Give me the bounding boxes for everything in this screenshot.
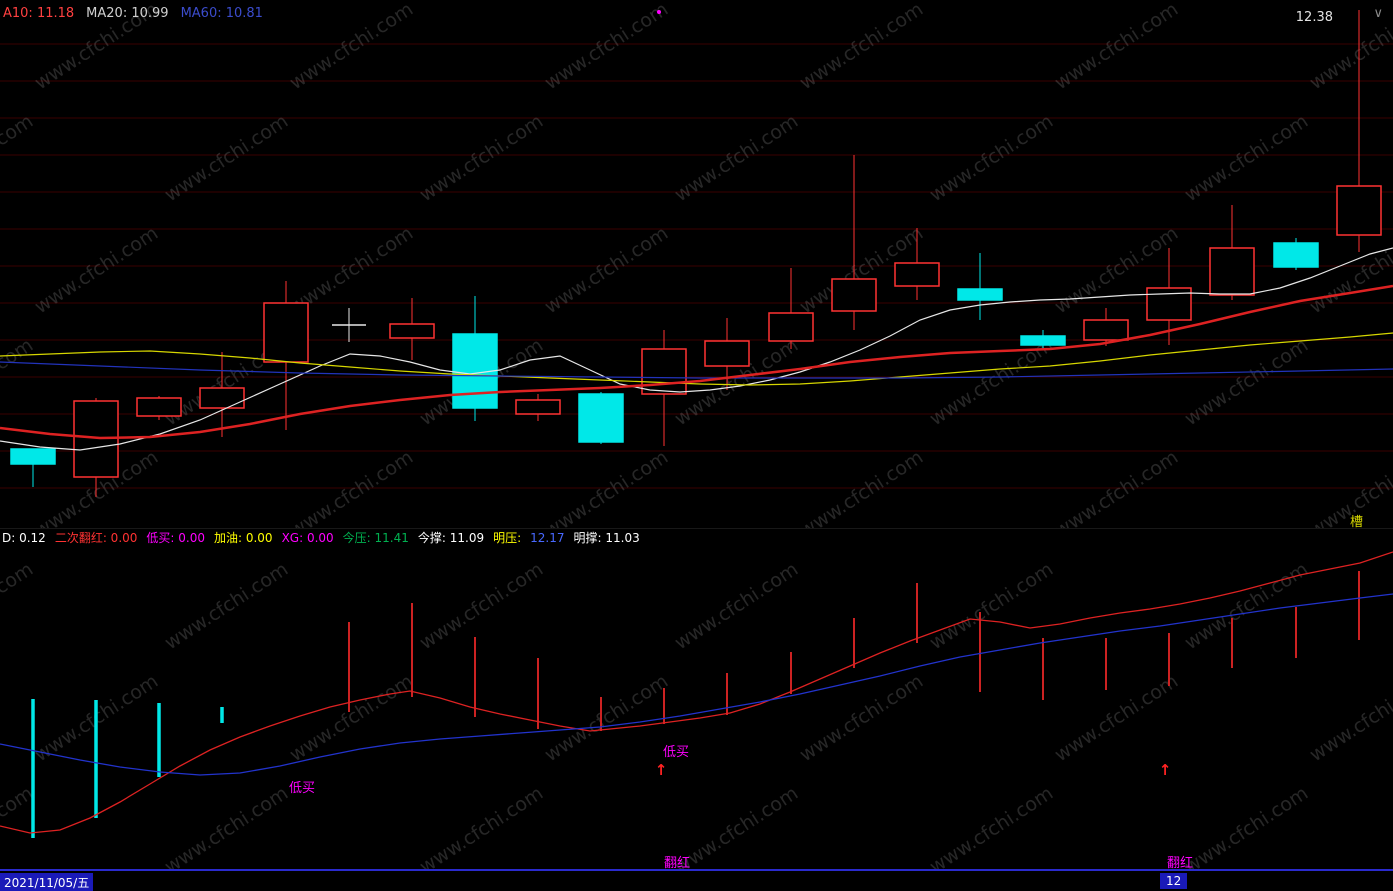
- signal-label: 翻红: [664, 855, 690, 871]
- candle-19[interactable]: [1209, 205, 1255, 300]
- watermark-text: www.cfchi.com: [161, 782, 292, 878]
- watermark-text: www.cfchi.com: [1181, 334, 1312, 430]
- candle-3[interactable]: [199, 352, 245, 437]
- candle-16[interactable]: [1020, 330, 1066, 350]
- ma-yellow: [0, 332, 1393, 386]
- ma-label: A10: 11.18: [3, 6, 75, 21]
- watermark-text: www.cfchi.com: [796, 0, 927, 94]
- indicator-value: 二次翻红: 0.00: [54, 531, 138, 545]
- ma-blue: [0, 361, 1393, 379]
- indicator-value: 12.17: [530, 530, 565, 545]
- signal-label: 翻红: [1167, 855, 1193, 871]
- watermark-text: www.cfchi.com: [416, 558, 547, 654]
- indicator-value: 今压: 11.41: [342, 531, 409, 545]
- indicator-value: 低买: 0.00: [146, 531, 205, 545]
- watermark-text: www.cfchi.com: [1051, 670, 1182, 766]
- chevron-down-icon[interactable]: ∨: [1373, 6, 1383, 21]
- candle-12[interactable]: [768, 268, 814, 349]
- indicator-value: XG: 0.00: [281, 530, 334, 545]
- indicator-value: 明压:: [493, 531, 522, 545]
- sub-bars-layer: [31, 571, 1360, 838]
- watermark-text: www.cfchi.com: [926, 782, 1057, 878]
- indicator-value: 明撑: 11.03: [573, 531, 640, 545]
- candle-14[interactable]: [894, 228, 940, 300]
- watermark-text: www.cfchi.com: [286, 670, 417, 766]
- watermark-text: www.cfchi.com: [541, 670, 672, 766]
- candle-5[interactable]: [332, 308, 366, 342]
- buy-arrow-icon: ↑: [655, 761, 668, 779]
- watermark-text: www.cfchi.com: [31, 222, 162, 318]
- indicator-red: [0, 551, 1393, 834]
- candle-21[interactable]: [1336, 10, 1382, 252]
- watermark-text: www.cfchi.com: [1306, 670, 1393, 766]
- price-label: 12.38: [1295, 10, 1333, 25]
- watermark-text: www.cfchi.com: [796, 670, 927, 766]
- signal-label: 低买: [663, 745, 689, 760]
- ma-white: [0, 247, 1393, 451]
- watermark-text: www.cfchi.com: [1181, 782, 1312, 878]
- panel-right-tag[interactable]: 槽: [1349, 515, 1363, 530]
- watermark-text: www.cfchi.com: [416, 782, 547, 878]
- watermark-text: www.cfchi.com: [286, 0, 417, 94]
- candles-layer: [10, 10, 1382, 497]
- candle-10[interactable]: [641, 330, 687, 446]
- watermark-text: www.cfchi.com: [926, 558, 1057, 654]
- candle-0[interactable]: [10, 448, 56, 487]
- watermark-text: www.cfchi.com: [671, 782, 802, 878]
- candle-13[interactable]: [831, 155, 877, 330]
- candle-8[interactable]: [515, 394, 561, 421]
- watermark-text: www.cfchi.com: [1306, 222, 1393, 318]
- candle-9[interactable]: [578, 392, 624, 444]
- watermark-text: www.cfchi.com: [0, 558, 37, 654]
- candle-4[interactable]: [263, 281, 309, 430]
- indicator-value: D: 0.12: [2, 530, 46, 545]
- indicator-header: D: 0.12 二次翻红: 0.00 低买: 0.00 加油: 0.00 XG: 0.0…: [0, 528, 1393, 546]
- candle-2[interactable]: [136, 396, 182, 420]
- watermark-text: www.cfchi.com: [1051, 0, 1182, 94]
- time-axis: [0, 869, 1393, 891]
- watermark-text: www.cfchi.com: [541, 222, 672, 318]
- candle-20[interactable]: [1273, 238, 1319, 270]
- watermark-text: www.cfchi.com: [161, 558, 292, 654]
- magenta-dot: [657, 10, 661, 14]
- axis-right-label: 12: [1160, 873, 1188, 889]
- watermark-text: www.cfchi.com: [541, 0, 672, 94]
- kline-gridlines: [0, 43, 1393, 489]
- date-label: 2021/11/05/五: [0, 873, 94, 891]
- watermark-text: www.cfchi.com: [671, 558, 802, 654]
- candle-6[interactable]: [389, 298, 435, 360]
- candle-7[interactable]: [452, 296, 498, 421]
- buy-arrow-icon: ↑: [1159, 761, 1172, 779]
- sub-lines-layer: [0, 551, 1393, 834]
- indicator-value: 今撑: 11.09: [417, 531, 485, 545]
- candle-15[interactable]: [957, 253, 1003, 320]
- ma-label: MA20: 10.99: [86, 6, 169, 21]
- indicator-blue: [0, 593, 1393, 776]
- watermark-text: www.cfchi.com: [0, 334, 37, 430]
- ma-red: [0, 284, 1393, 440]
- signal-label: 低买: [289, 781, 315, 796]
- indicator-value: 加油: 0.00: [213, 531, 273, 545]
- ma-lines-layer: [0, 247, 1393, 451]
- candle-17[interactable]: [1083, 308, 1129, 346]
- ma-label: MA60: 10.81: [180, 6, 263, 21]
- kline-ma-labels: A10: 11.18 MA20: 10.99 MA60: 10.81: [3, 6, 263, 21]
